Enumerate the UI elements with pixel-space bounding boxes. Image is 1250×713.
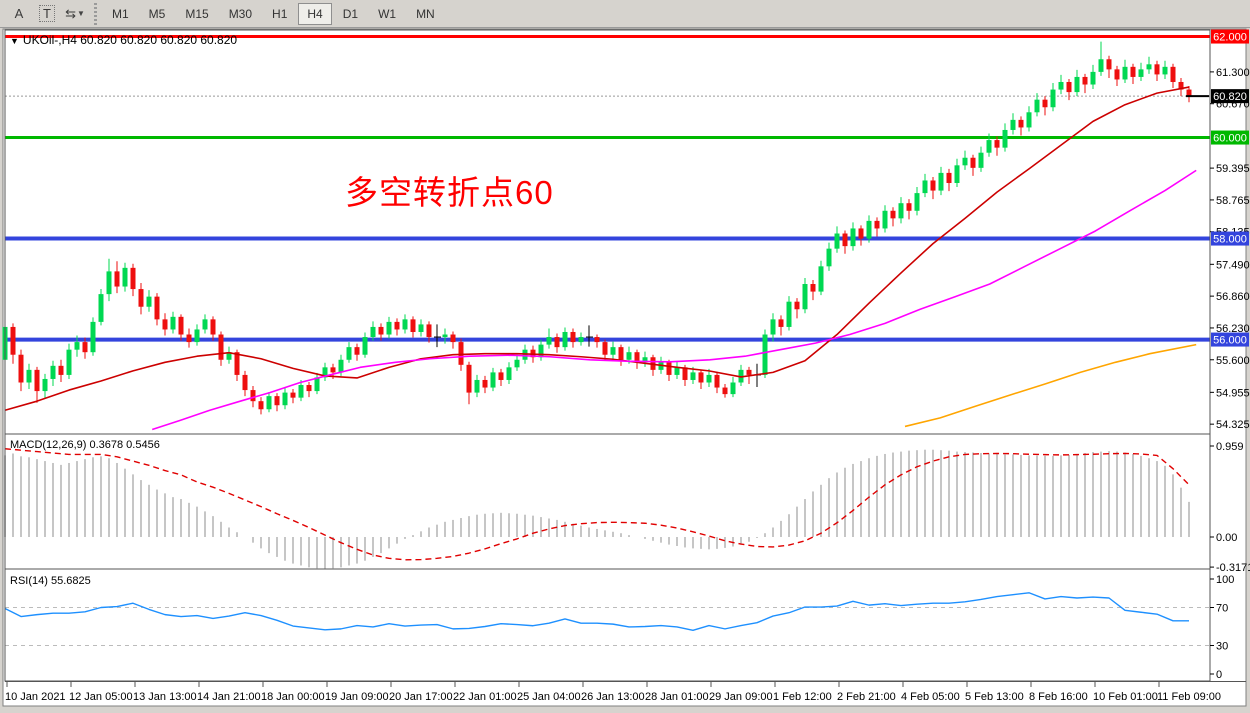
svg-text:54.325: 54.325 (1216, 419, 1250, 431)
svg-text:19 Jan 09:00: 19 Jan 09:00 (325, 691, 389, 703)
svg-text:70: 70 (1216, 603, 1228, 615)
ma-magenta-line (151, 169, 1197, 431)
svg-text:56.000: 56.000 (1213, 335, 1247, 347)
svg-text:29 Jan 09:00: 29 Jan 09:00 (709, 691, 773, 703)
svg-text:0.00: 0.00 (1216, 532, 1237, 544)
ma-red-line (4, 86, 1190, 412)
svg-text:56.860: 56.860 (1216, 291, 1250, 303)
svg-text:11 Feb 09:00: 11 Feb 09:00 (1157, 691, 1221, 703)
chart-annotation: 多空转折点60 (345, 174, 554, 211)
macd-panel (4, 448, 1190, 569)
tf-button-M5[interactable]: M5 (148, 6, 166, 21)
collapse-triangle-icon: ▼ (10, 36, 19, 46)
svg-text:0: 0 (1216, 669, 1222, 681)
toolbar: A T ⇆ ▼ M1 M5 M15 M30 H1 H4 D1 W1 MN (0, 0, 1250, 28)
svg-text:28 Jan 01:00: 28 Jan 01:00 (645, 691, 709, 703)
svg-text:0.959: 0.959 (1216, 441, 1244, 453)
rsi-indicator-label: RSI(14) 55.6825 (10, 575, 91, 587)
svg-text:55.600: 55.600 (1216, 355, 1250, 367)
svg-text:10 Jan 2021: 10 Jan 2021 (5, 691, 66, 703)
rsi-line (4, 592, 1189, 631)
svg-text:-0.3171: -0.3171 (1216, 562, 1250, 574)
text-label-button[interactable]: T (34, 2, 60, 26)
svg-text:5 Feb 13:00: 5 Feb 13:00 (965, 691, 1024, 703)
svg-text:30: 30 (1216, 641, 1228, 653)
symbol-ohlc-text: UKOil-,H4 60.820 60.820 60.820 60.820 (22, 33, 238, 47)
svg-text:13 Jan 13:00: 13 Jan 13:00 (133, 691, 197, 703)
svg-text:62.000: 62.000 (1213, 32, 1247, 44)
tf-button-H4[interactable]: H4 (298, 2, 332, 25)
tf-button-M30[interactable]: M30 (228, 6, 253, 21)
tf-button-W1[interactable]: W1 (378, 6, 397, 21)
tf-button-M15[interactable]: M15 (185, 6, 209, 21)
svg-text:60.000: 60.000 (1213, 133, 1247, 145)
chart-title: ▼ UKOil-,H4 60.820 60.820 60.820 60.820 (10, 33, 237, 47)
tf-button-M1[interactable]: M1 (112, 6, 129, 21)
dropdown-caret-icon: ▼ (76, 9, 85, 18)
svg-text:56.230: 56.230 (1216, 323, 1250, 335)
svg-text:59.395: 59.395 (1216, 163, 1250, 175)
tf-button-MN[interactable]: MN (416, 6, 435, 21)
svg-text:14 Jan 21:00: 14 Jan 21:00 (197, 691, 261, 703)
toolbar-separator[interactable] (94, 2, 97, 25)
svg-text:61.300: 61.300 (1216, 67, 1250, 79)
cycle-colors-button[interactable]: ⇆ ▼ (62, 2, 88, 26)
rsi-panel (4, 592, 1210, 646)
svg-text:2 Feb 21:00: 2 Feb 21:00 (837, 691, 896, 703)
macd-signal-line (4, 448, 1190, 561)
timeframe-bar: M1 M5 M15 M30 H1 H4 D1 W1 MN (103, 2, 444, 25)
svg-text:57.490: 57.490 (1216, 259, 1250, 271)
svg-text:10 Feb 01:00: 10 Feb 01:00 (1093, 691, 1158, 703)
svg-text:26 Jan 13:00: 26 Jan 13:00 (581, 691, 645, 703)
price-axis: 61.30060.67059.39558.76558.13557.49056.8… (1210, 29, 1250, 681)
panel-borders (4, 29, 1246, 682)
cycle-colors-icon: ⇆ (65, 5, 76, 21)
tf-button-H1[interactable]: H1 (272, 6, 288, 21)
svg-text:60.820: 60.820 (1213, 91, 1247, 103)
svg-text:8 Feb 16:00: 8 Feb 16:00 (1029, 691, 1088, 703)
annotate-text-button[interactable]: A (14, 6, 24, 21)
svg-text:58.765: 58.765 (1216, 195, 1250, 207)
tf-button-D1[interactable]: D1 (342, 6, 359, 21)
svg-text:4 Feb 05:00: 4 Feb 05:00 (901, 691, 960, 703)
time-axis: 10 Jan 2021 12 Jan 05:00 13 Jan 13:00 14 Ja… (5, 682, 1221, 703)
svg-text:20 Jan 17:00: 20 Jan 17:00 (389, 691, 453, 703)
svg-text:58.000: 58.000 (1213, 234, 1247, 246)
macd-indicator-label: MACD(12,26,9) 0.3678 0.5456 (10, 439, 160, 451)
main-price-panel (2, 35, 1210, 431)
svg-text:1 Feb 12:00: 1 Feb 12:00 (773, 691, 832, 703)
svg-text:25 Jan 04:00: 25 Jan 04:00 (517, 691, 581, 703)
svg-text:12 Jan 05:00: 12 Jan 05:00 (69, 691, 133, 703)
svg-text:100: 100 (1216, 574, 1234, 586)
svg-text:22 Jan 01:00: 22 Jan 01:00 (453, 691, 517, 703)
svg-text:18 Jan 00:00: 18 Jan 00:00 (261, 691, 325, 703)
svg-text:54.955: 54.955 (1216, 387, 1250, 399)
ma-orange-line (904, 343, 1197, 428)
